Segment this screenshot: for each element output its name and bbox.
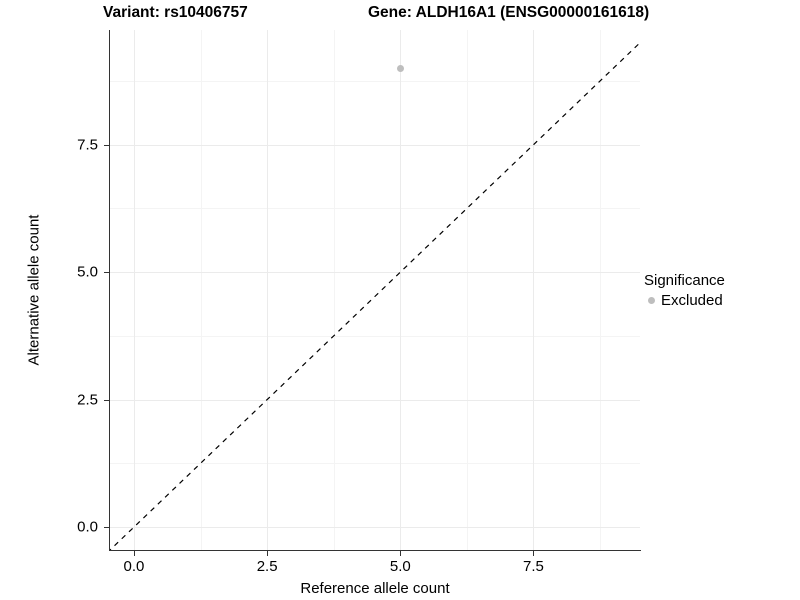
gridline-major-vertical — [400, 30, 402, 550]
y-axis-tick — [104, 399, 109, 401]
plot-panel — [110, 30, 640, 550]
variant-title: Variant: rs10406757 — [103, 4, 248, 21]
y-axis-tick — [104, 527, 109, 529]
gridline-minor-vertical — [600, 30, 602, 550]
gridline-minor-vertical — [200, 30, 202, 550]
y-axis-tick-label: 2.5 — [77, 391, 98, 409]
gridline-minor-horizontal — [110, 80, 640, 82]
legend-item[interactable]: Excluded — [641, 290, 725, 310]
y-axis-line — [109, 30, 111, 551]
x-axis-tick-label: 5.0 — [389, 558, 411, 575]
gridline-minor-horizontal — [110, 208, 640, 210]
x-axis-tick-label: 0.0 — [123, 558, 145, 575]
x-axis-tick — [533, 551, 535, 556]
gridline-major-horizontal — [110, 144, 640, 146]
gridline-major-vertical — [267, 30, 269, 550]
y-axis-tick-label: 5.0 — [77, 263, 98, 281]
x-axis-line — [109, 550, 641, 552]
gridline-minor-horizontal — [110, 335, 640, 337]
x-axis-title: Reference allele count — [300, 580, 450, 597]
gridline-major-horizontal — [110, 527, 640, 529]
data-point — [396, 64, 404, 72]
x-axis-tick — [267, 551, 269, 556]
diagonal-reference-line — [110, 41, 640, 550]
gridline-major-vertical — [533, 30, 535, 550]
legend-dot-icon — [647, 296, 655, 304]
gridline-minor-horizontal — [110, 463, 640, 465]
y-axis-tick-label: 7.5 — [77, 136, 98, 154]
legend-entries: Excluded — [641, 290, 725, 310]
chart-title-row: Variant: rs10406757 Gene: ALDH16A1 (ENSG… — [0, 0, 800, 30]
legend-title: Significance — [644, 272, 725, 289]
gridline-minor-vertical — [466, 30, 468, 550]
x-axis-tick-label: 2.5 — [256, 558, 278, 575]
legend: Significance Excluded — [641, 272, 725, 310]
y-axis-tick — [104, 272, 109, 274]
x-axis-tick — [400, 551, 402, 556]
legend-item-label: Excluded — [661, 291, 723, 309]
x-axis-tick — [133, 551, 135, 556]
gene-title: Gene: ALDH16A1 (ENSG00000161618) — [368, 4, 650, 21]
gridline-major-horizontal — [110, 272, 640, 274]
gridline-minor-vertical — [333, 30, 335, 550]
gridline-major-vertical — [133, 30, 135, 550]
y-axis-title: Alternative allele count — [25, 214, 43, 366]
y-axis-tick — [104, 144, 109, 146]
y-axis-tick-label: 0.0 — [77, 518, 98, 536]
legend-key-swatch — [641, 290, 661, 310]
x-axis-tick-label: 7.5 — [523, 558, 544, 575]
gridline-major-horizontal — [110, 399, 640, 401]
